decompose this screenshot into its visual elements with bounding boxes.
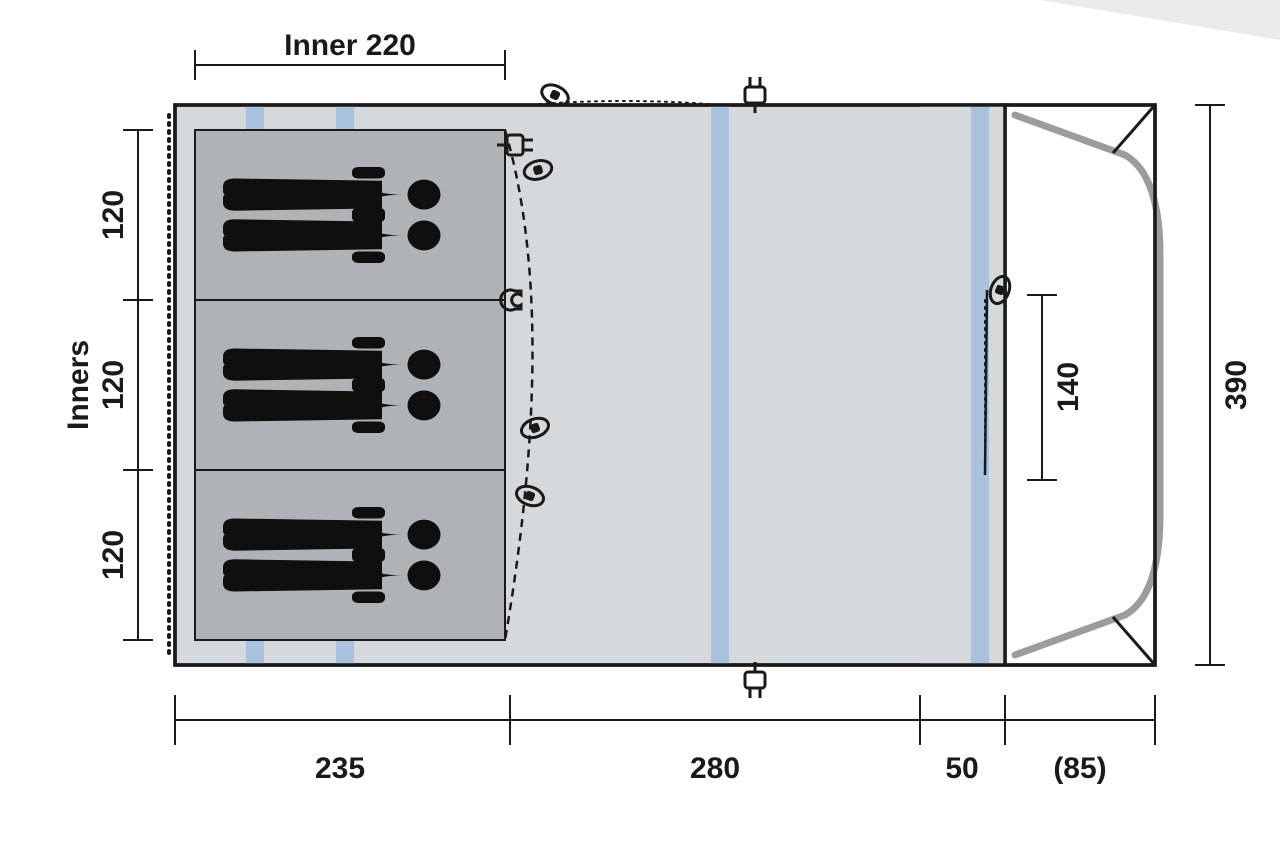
dim-label-bottom: 50 bbox=[945, 752, 978, 785]
dim-label-120: 120 bbox=[97, 530, 130, 580]
dim-label-bottom: 280 bbox=[690, 752, 740, 785]
power-plug-icon bbox=[745, 662, 765, 698]
label-inners: Inners bbox=[62, 340, 95, 430]
dim-label-390: 390 bbox=[1220, 360, 1253, 410]
dim-label-bottom: 235 bbox=[315, 752, 365, 785]
threshold bbox=[920, 105, 1005, 665]
bg-wedge bbox=[1040, 0, 1280, 40]
dim-label-bottom: (85) bbox=[1053, 752, 1106, 785]
dim-label-140: 140 bbox=[1052, 362, 1085, 412]
dim-label-inner-top: Inner 220 bbox=[284, 29, 416, 62]
dim-label-120: 120 bbox=[97, 190, 130, 240]
dim-label-120: 120 bbox=[97, 360, 130, 410]
